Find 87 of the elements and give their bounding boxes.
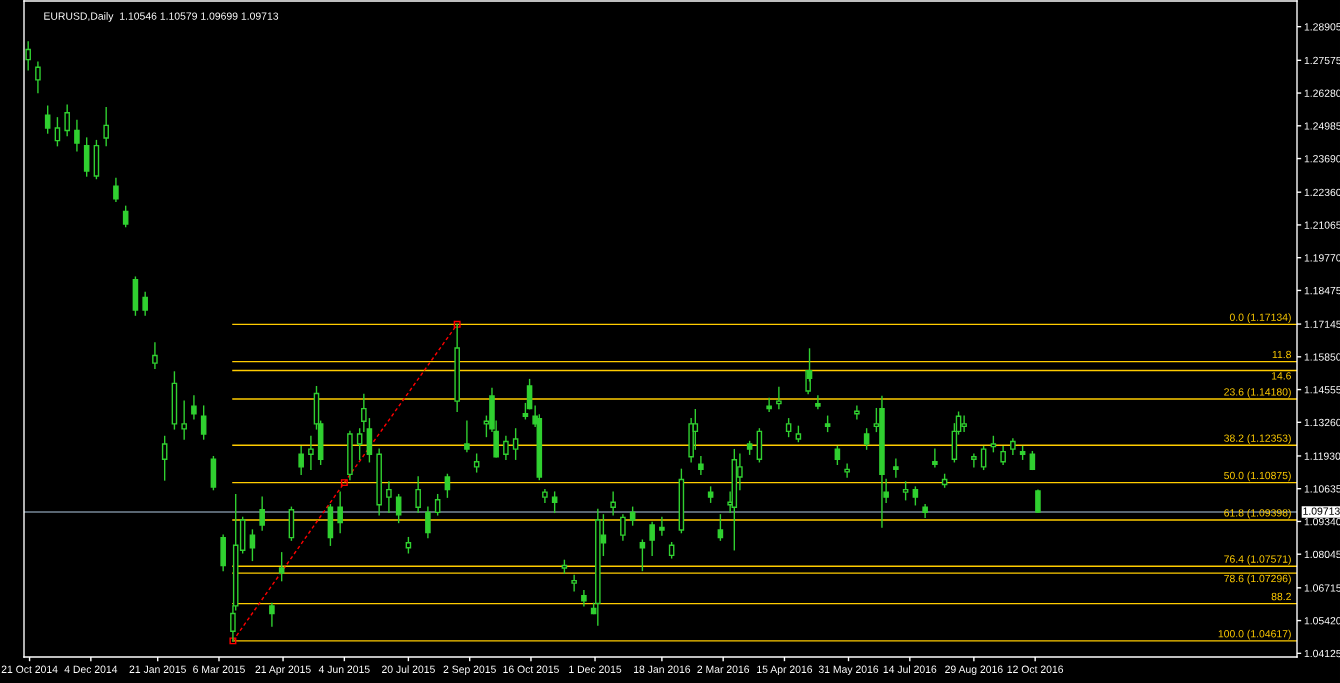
- ref-line-label: 23.6 (1.14180): [1224, 387, 1291, 398]
- candlestick: [249, 529, 256, 562]
- candlestick: [776, 386, 782, 410]
- candlestick: [269, 602, 275, 627]
- candlestick: [620, 514, 626, 541]
- candlestick: [971, 453, 977, 468]
- x-tick-label: 31 May 2016: [818, 665, 879, 676]
- candlestick: [571, 574, 577, 592]
- candlestick: [932, 448, 938, 468]
- candlestick: [434, 493, 441, 516]
- ref-line-label: 61.8 (1.09398): [1224, 508, 1291, 519]
- candlestick: [464, 420, 470, 453]
- ref-line-label: 0.0 (1.17134): [1229, 313, 1291, 323]
- ref-line-label: 38.2 (1.12353): [1224, 434, 1291, 444]
- x-tick-label: 21 Apr 2015: [255, 665, 311, 676]
- candlestick: [191, 395, 197, 420]
- candlestick: [298, 445, 304, 476]
- candlestick: [717, 514, 724, 541]
- candlestick: [103, 107, 109, 147]
- y-tick-label: 1.11930: [1304, 452, 1340, 460]
- annotation: 88.2: [1271, 592, 1291, 601]
- candlestick: [698, 456, 704, 476]
- candlestick: [337, 491, 343, 534]
- candlestick: [308, 435, 314, 471]
- candlestick: [64, 104, 70, 137]
- candlestick: [200, 405, 207, 440]
- point: [229, 637, 237, 645]
- x-tick-label: 29 Aug 2016: [945, 665, 1003, 676]
- candlestick: [863, 428, 870, 450]
- ref-line-label: 50.0 (1.10875): [1224, 471, 1291, 482]
- candlestick: [649, 521, 655, 557]
- candlestick: [361, 393, 367, 433]
- candlestick: [395, 493, 402, 524]
- candlestick: [551, 491, 558, 514]
- annotation: 11.8: [1272, 350, 1291, 359]
- candlestick: [512, 428, 519, 460]
- ref-line-label: 1.09713: [1303, 507, 1340, 515]
- x-tick-label: 1 Dec 2015: [569, 665, 622, 673]
- candlestick: [415, 476, 421, 514]
- ref-line-label: 100.0 (1.04617): [1218, 629, 1291, 640]
- candlestick: [1035, 489, 1041, 514]
- candlestick: [444, 473, 451, 498]
- x-tick-label: 16 Oct 2015: [503, 665, 559, 673]
- candlestick: [35, 61, 41, 94]
- x-tick-label: 12 Oct 2016: [1007, 665, 1064, 673]
- point: [340, 479, 348, 487]
- candlestick: [259, 496, 265, 531]
- candlestick: [74, 119, 80, 152]
- x-tick-label: 18 Jan 2016: [634, 665, 691, 673]
- x-tick-label: 20 Jul 2015: [382, 665, 435, 673]
- candlestick: [181, 400, 187, 440]
- candlestick: [44, 105, 51, 134]
- x-tick-label: 2 Mar 2016: [697, 665, 750, 673]
- candlestick: [610, 491, 616, 516]
- candlestick: [152, 342, 158, 369]
- candlestick: [980, 445, 987, 471]
- x-tick-label: 4 Jun 2015: [318, 665, 370, 673]
- x-tick-label: 21 Jan 2015: [129, 665, 186, 673]
- candlestick: [425, 506, 431, 539]
- ref-line-label: 78.6 (1.07296): [1224, 574, 1291, 585]
- candlestick: [356, 428, 363, 460]
- ref-line-label: 76.4 (1.07571): [1224, 555, 1291, 565]
- x-tick-label: 2 Sep 2015: [443, 665, 496, 676]
- x-tick-label: 21 Oct 2014: [1, 665, 58, 673]
- text: EURUSD,Daily 1.10546 1.10579 1.09699 1.09713: [44, 12, 279, 22]
- candlestick: [161, 435, 168, 481]
- candlestick: [766, 397, 772, 412]
- candlestick: [386, 481, 392, 514]
- candlestick: [893, 458, 899, 478]
- candlestick: [581, 590, 587, 607]
- x-tick-label: 14 Jul 2016: [883, 665, 937, 673]
- annotation: 14.6: [1271, 372, 1291, 380]
- x-tick-label: 15 Apr 2016: [757, 665, 813, 676]
- candlestick: [113, 177, 119, 202]
- candlestick: [54, 117, 61, 147]
- point: [453, 320, 461, 328]
- candlestick: [854, 405, 860, 420]
- candlestick: [25, 41, 31, 71]
- candlestick: [142, 291, 148, 316]
- candlestick: [815, 395, 821, 410]
- candlestick: [659, 516, 665, 536]
- x-tick-label: 6 Mar 2015: [193, 665, 245, 673]
- candlestick: [844, 463, 850, 478]
- candlestick: [503, 435, 509, 460]
- candlestick: [278, 552, 285, 582]
- candlestick: [122, 205, 129, 228]
- x-tick-label: 4 Dec 2014: [64, 665, 118, 673]
